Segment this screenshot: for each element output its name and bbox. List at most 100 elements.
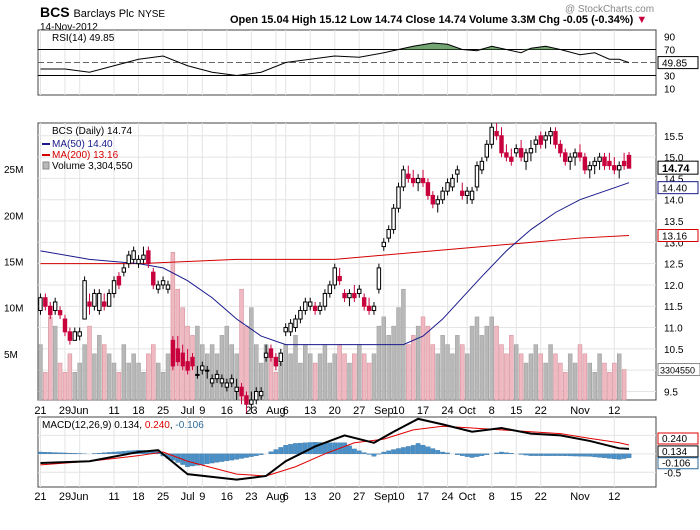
macd-histogram-bar xyxy=(244,453,249,458)
macd-histogram-bar xyxy=(508,453,514,454)
candle-body xyxy=(381,241,387,248)
volume-bar xyxy=(514,344,519,401)
volume-bar xyxy=(391,325,396,401)
candle-body xyxy=(489,126,494,145)
candle-body xyxy=(185,361,190,371)
rsi-legend: RSI(14) 49.85 xyxy=(52,33,115,44)
macd-histogram-bar xyxy=(229,453,235,461)
volume-bar xyxy=(224,325,230,401)
volume-bar xyxy=(538,353,543,401)
candle-body xyxy=(528,148,534,154)
macd-histogram-bar xyxy=(43,452,48,454)
macd-histogram-bar xyxy=(410,445,416,454)
volume-bar xyxy=(425,325,431,401)
price-tick-label: 11.5 xyxy=(664,302,683,313)
x-tick-label-bottom: Jun xyxy=(71,491,89,503)
macd-histogram-bar xyxy=(121,451,127,454)
candle-body xyxy=(391,207,396,231)
volume-bar xyxy=(361,353,367,401)
volume-bar xyxy=(484,325,489,401)
volume-bar xyxy=(155,362,161,401)
volume-bar xyxy=(322,344,328,401)
x-tick-label-bottom: 13 xyxy=(304,491,316,503)
volume-bar xyxy=(219,335,225,401)
candle-body xyxy=(366,305,372,312)
x-tick-label: Sep xyxy=(374,405,394,417)
volume-bar xyxy=(165,353,171,401)
volume-bar xyxy=(308,353,313,401)
candle-body xyxy=(361,297,367,307)
macd-histogram-bar xyxy=(533,453,539,456)
candle-body xyxy=(155,284,161,290)
macd-histogram-bar xyxy=(371,453,377,457)
price-tick-label: 11.0 xyxy=(664,324,683,335)
x-tick-label: Aug xyxy=(266,405,286,417)
ma200-value-label: 13.16 xyxy=(662,232,687,243)
x-tick-label-bottom: Jul xyxy=(181,491,195,503)
volume-legend: Volume 3,304,550 xyxy=(52,161,133,172)
candle-body xyxy=(597,156,602,162)
price-tick-label: 13.5 xyxy=(664,217,684,228)
candle-body xyxy=(440,190,445,201)
candle-body xyxy=(616,165,622,171)
macd-histogram-bar xyxy=(582,453,588,457)
candle-body xyxy=(337,275,342,282)
candle-body xyxy=(626,154,632,169)
macd-histogram-bar xyxy=(459,453,465,456)
candle-body xyxy=(146,250,151,265)
candle-body xyxy=(151,271,156,286)
macd-histogram-bar xyxy=(430,448,436,454)
volume-bar xyxy=(209,344,215,401)
volume-bar xyxy=(249,307,254,401)
ma50-line xyxy=(40,182,630,346)
macd-histogram-bar xyxy=(332,442,338,454)
volume-bar xyxy=(288,353,293,401)
volume-bar xyxy=(141,372,146,401)
volume-tick-label: 10M xyxy=(4,304,23,315)
macd-histogram-bar xyxy=(528,453,534,456)
price-legend: BCS (Daily) 14.74 xyxy=(52,126,132,137)
macd-histogram-bar xyxy=(204,453,210,464)
watermark: @ StockCharts.com xyxy=(565,4,655,15)
candle-body xyxy=(209,378,215,384)
macd-value-box xyxy=(657,445,699,458)
candle-body xyxy=(273,356,279,367)
macd-histogram-bar xyxy=(479,453,485,456)
ma200-legend: MA(200) 13.16 xyxy=(52,150,119,161)
volume-bar xyxy=(327,362,333,401)
x-tick-label: 24 xyxy=(441,405,453,417)
volume-bar xyxy=(440,335,445,401)
volume-bar xyxy=(621,369,627,401)
rsi-line xyxy=(40,42,630,77)
macd-signal-value-box xyxy=(657,432,699,445)
last-price-box xyxy=(657,160,699,175)
macd-histogram-bar xyxy=(195,453,200,466)
macd-histogram-bar xyxy=(72,453,78,454)
candle-body xyxy=(298,310,303,320)
macd-histogram-bar xyxy=(602,453,607,459)
macd-histogram-bar xyxy=(454,453,460,455)
candle-body xyxy=(352,292,357,299)
candle-body xyxy=(131,250,136,260)
macd-histogram-bar xyxy=(47,452,53,454)
x-tick-label: 17 xyxy=(417,405,429,417)
candle-body xyxy=(121,267,127,273)
candle-body xyxy=(204,369,210,372)
price-tick-label: 14.0 xyxy=(664,196,684,207)
macd-histogram-bar xyxy=(273,449,279,454)
volume-bar xyxy=(474,316,480,401)
macd-legend-part: MACD(12,26,9) 0.134, xyxy=(42,420,145,431)
candle-body xyxy=(214,373,220,380)
volume-bar xyxy=(460,344,465,401)
candle-body xyxy=(538,135,543,145)
macd-legend-part: , xyxy=(170,420,176,431)
candle-body xyxy=(386,229,391,239)
candle-body xyxy=(180,352,185,367)
x-tick-label-bottom: 23 xyxy=(245,491,257,503)
macd-histogram-bar xyxy=(381,451,387,454)
volume-bar xyxy=(430,344,436,401)
volume-bar xyxy=(479,335,485,401)
x-tick-label-bottom: Nov xyxy=(570,491,590,503)
x-tick-label: 27 xyxy=(353,405,365,417)
date-label: 14-Nov-2012 xyxy=(40,22,98,33)
